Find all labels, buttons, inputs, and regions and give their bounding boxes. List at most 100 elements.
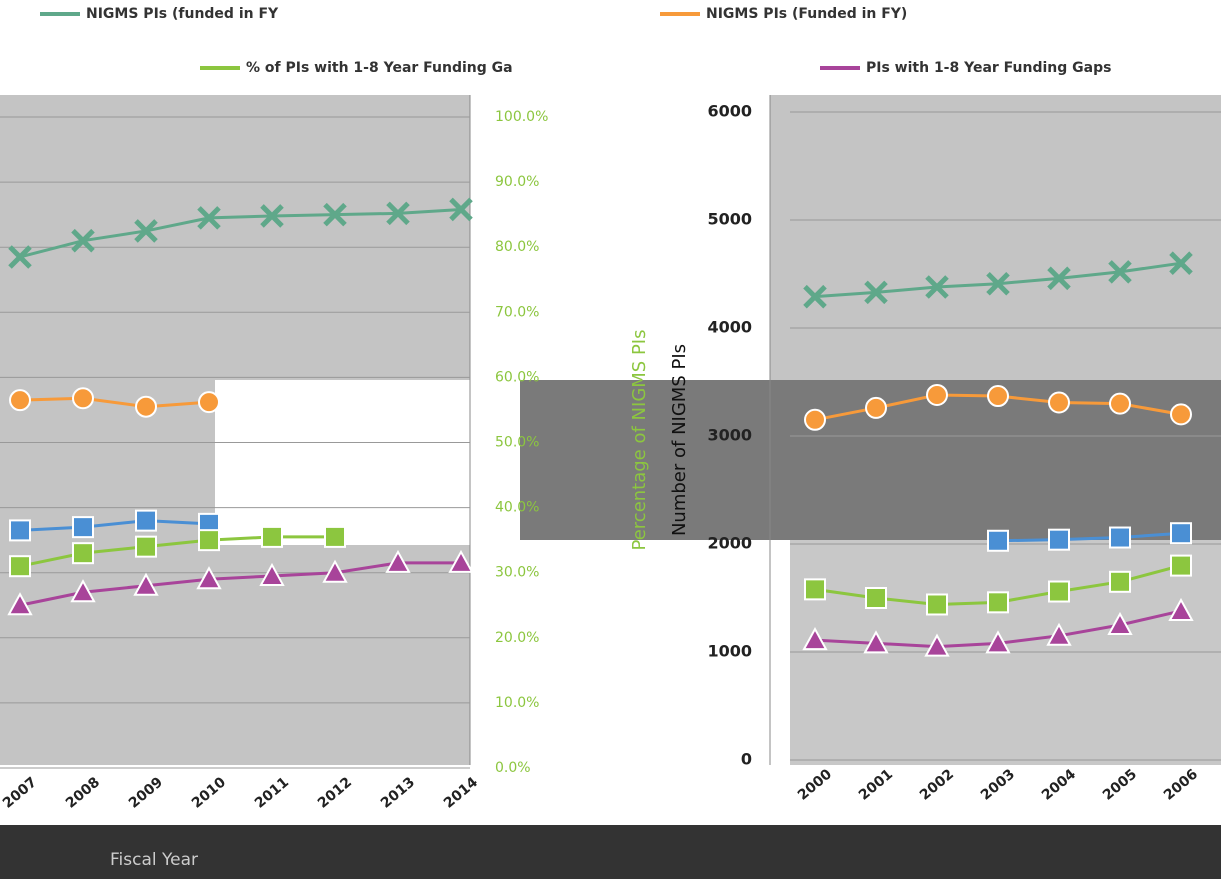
marker xyxy=(1107,611,1133,635)
marker xyxy=(1109,526,1131,549)
marker xyxy=(260,204,284,228)
y-tick-label: 4000 xyxy=(707,318,752,337)
marker xyxy=(9,389,31,412)
marker xyxy=(261,525,283,548)
marker xyxy=(8,245,32,269)
y-tick-label: 70.0% xyxy=(495,304,539,320)
marker xyxy=(133,572,159,596)
marker xyxy=(1048,580,1070,603)
marker xyxy=(1046,622,1072,646)
marker xyxy=(70,579,96,603)
x-tick-label: 2004 xyxy=(1039,766,1079,803)
x-tick-label: 2000 xyxy=(795,766,835,803)
series-line xyxy=(19,207,462,259)
marker xyxy=(987,591,1009,614)
x-tick-label: 2007 xyxy=(0,774,40,811)
marker xyxy=(72,542,94,565)
marker xyxy=(803,284,827,309)
y-tick-label: 2000 xyxy=(707,534,752,553)
x-tick-label: 2003 xyxy=(978,766,1018,803)
marker xyxy=(386,201,410,226)
legend-label: % of PIs with 1-8 Year Funding Ga xyxy=(246,60,513,76)
marker xyxy=(9,519,31,542)
y-tick-label: 100.0% xyxy=(495,109,548,125)
marker xyxy=(449,197,473,222)
series-line xyxy=(19,519,210,532)
y-tick-label: 20.0% xyxy=(495,630,539,646)
x-tick-label: 2008 xyxy=(63,774,103,811)
y-axis-title: Percentage of NIGMS PIs xyxy=(629,330,650,551)
legend-label: PIs with 1-8 Year Funding Gaps xyxy=(866,60,1111,76)
marker xyxy=(865,396,887,419)
marker xyxy=(198,529,220,552)
marker xyxy=(802,627,828,651)
y-tick-label: 60.0% xyxy=(495,369,539,385)
marker xyxy=(925,275,949,299)
y-tick-label: 30.0% xyxy=(495,565,539,581)
x-tick-label: 2001 xyxy=(856,766,896,803)
marker xyxy=(322,559,348,583)
panel xyxy=(215,380,520,545)
marker xyxy=(1169,251,1193,275)
marker xyxy=(1170,554,1192,577)
marker xyxy=(323,202,347,227)
y-tick-label: 10.0% xyxy=(495,695,539,711)
marker xyxy=(198,391,220,414)
marker xyxy=(986,271,1010,296)
x-tick-label: 2005 xyxy=(1100,766,1140,803)
marker xyxy=(987,385,1009,408)
marker xyxy=(1047,266,1071,291)
marker xyxy=(134,219,158,243)
marker xyxy=(196,566,222,590)
y-tick-label: 50.0% xyxy=(495,435,539,451)
marker xyxy=(1048,391,1070,414)
x-tick-label: 2014 xyxy=(441,774,481,811)
marker xyxy=(135,395,157,418)
marker xyxy=(135,509,157,532)
marker xyxy=(385,549,411,573)
y-tick-label: 5000 xyxy=(707,210,752,229)
x-tick-label: 2010 xyxy=(189,774,229,811)
series-line xyxy=(997,531,1182,543)
marker xyxy=(1109,570,1131,593)
marker xyxy=(1170,403,1192,426)
y-tick-label: 80.0% xyxy=(495,239,539,255)
y-tick-label: 3000 xyxy=(707,426,752,445)
legend-label: NIGMS PIs (Funded in FY) xyxy=(706,6,907,22)
y-tick-label: 90.0% xyxy=(495,174,539,190)
marker xyxy=(1170,522,1192,545)
y-tick-label: 0 xyxy=(741,750,752,769)
marker xyxy=(197,206,221,230)
series-line xyxy=(19,396,210,409)
marker xyxy=(448,549,474,573)
x-tick-label: 2002 xyxy=(917,766,957,803)
marker xyxy=(926,593,948,616)
x-tick-label: 2006 xyxy=(1161,766,1201,803)
x-tick-label: 2012 xyxy=(315,774,355,811)
legend-label: NIGMS PIs (funded in FY xyxy=(86,6,279,22)
y-tick-label: 6000 xyxy=(707,102,752,121)
marker xyxy=(804,578,826,601)
marker xyxy=(804,408,826,431)
marker xyxy=(1168,597,1194,621)
marker xyxy=(259,562,285,586)
marker xyxy=(71,228,95,253)
band xyxy=(0,825,1221,879)
marker xyxy=(1109,392,1131,415)
x-tick-label: 2009 xyxy=(126,774,166,811)
plot-bg xyxy=(770,95,1221,380)
x-axis-title: Fiscal Year xyxy=(110,850,198,870)
marker xyxy=(863,630,889,654)
marker xyxy=(924,633,950,657)
y-axis-title: Number of NIGMS PIs xyxy=(669,344,690,536)
marker xyxy=(7,592,33,616)
y-tick-label: 40.0% xyxy=(495,500,539,516)
series-line xyxy=(19,561,461,607)
marker xyxy=(864,280,888,305)
marker xyxy=(9,555,31,578)
marker xyxy=(985,630,1011,654)
marker xyxy=(1108,260,1132,284)
marker xyxy=(135,535,157,558)
y-tick-label: 0.0% xyxy=(495,760,531,776)
